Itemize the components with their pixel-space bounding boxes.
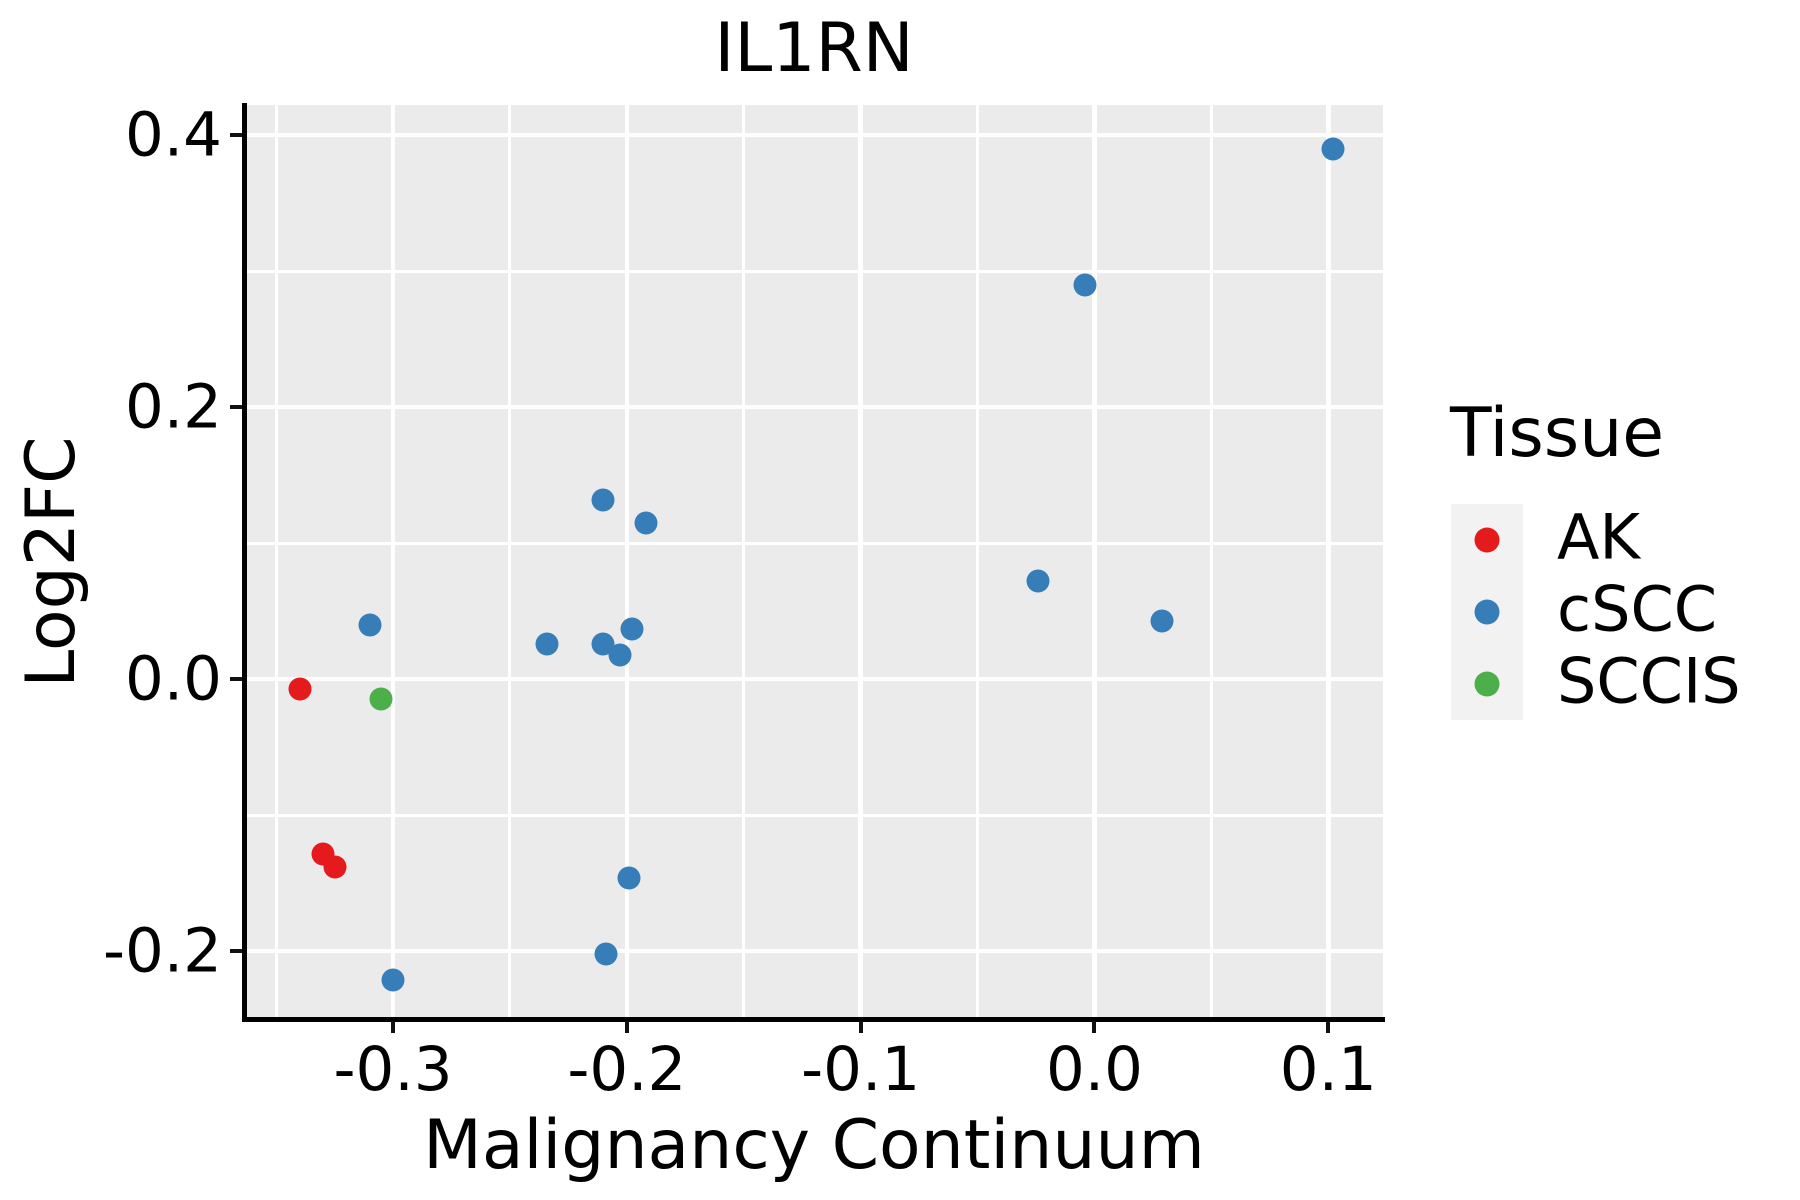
scatter-point-ak: [323, 855, 347, 879]
x-minor-gridline: [976, 105, 980, 1019]
legend-key-box: [1451, 648, 1523, 720]
x-minor-gridline: [508, 105, 512, 1019]
scatter-point-cscc: [620, 617, 644, 641]
ak-legend-dot-icon: [1474, 527, 1500, 553]
x-minor-gridline: [1209, 105, 1213, 1019]
x-tick-label: -0.3: [333, 1034, 453, 1105]
scatter-point-cscc: [535, 632, 559, 656]
scatter-point-sccis: [369, 687, 393, 711]
scatter-point-cscc: [1026, 569, 1050, 593]
y-tick-mark: [230, 677, 242, 682]
legend-label: cSCC: [1557, 572, 1718, 646]
y-tick-label: 0.2: [124, 371, 222, 443]
legend-key-box: [1451, 576, 1523, 648]
x-tick-label: 0.0: [1045, 1034, 1143, 1105]
x-tick-mark: [391, 1021, 396, 1033]
x-tick-label: -0.1: [801, 1034, 921, 1105]
scatter-point-cscc: [617, 866, 641, 890]
y-minor-gridline: [246, 813, 1383, 817]
x-major-gridline: [624, 105, 630, 1019]
scatter-point-cscc: [634, 511, 658, 535]
legend: Tissue AK cSCC SCCIS: [1450, 400, 1790, 720]
x-major-gridline: [1092, 105, 1097, 1019]
scatter-point-cscc: [1321, 137, 1345, 161]
legend-row-cscc: cSCC: [1450, 576, 1790, 648]
y-major-gridline: [246, 948, 1383, 954]
plot-panel: [246, 105, 1383, 1019]
legend-row-sccis: SCCIS: [1450, 648, 1790, 720]
scatter-point-cscc: [381, 968, 405, 992]
legend-key-box: [1451, 504, 1523, 576]
x-major-gridline: [390, 105, 396, 1019]
legend-label: SCCIS: [1557, 644, 1741, 718]
legend-row-ak: AK: [1450, 504, 1790, 576]
x-major-gridline: [858, 105, 863, 1019]
y-major-gridline: [246, 132, 1383, 138]
x-tick-mark: [1326, 1021, 1331, 1033]
cscc-legend-dot-icon: [1474, 599, 1500, 625]
scatter-point-ak: [288, 677, 312, 701]
scatter-point-cscc: [594, 942, 618, 966]
y-tick-mark: [230, 405, 242, 410]
x-tick-label: -0.2: [567, 1034, 687, 1105]
y-minor-gridline: [246, 269, 1383, 273]
x-axis-title: Malignancy Continuum: [423, 1106, 1205, 1185]
x-minor-gridline: [274, 105, 278, 1019]
y-major-gridline: [246, 676, 1383, 682]
x-minor-gridline: [742, 105, 746, 1019]
x-tick-mark: [1092, 1021, 1097, 1033]
y-tick-label: 0.0: [124, 643, 222, 715]
y-tick-label: 0.4: [124, 99, 222, 171]
y-tick-mark: [230, 133, 242, 138]
x-axis-line: [242, 1017, 1385, 1022]
sccis-legend-dot-icon: [1474, 671, 1500, 697]
y-major-gridline: [246, 404, 1383, 410]
x-major-gridline: [1326, 105, 1331, 1019]
scatter-point-cscc: [591, 488, 615, 511]
legend-rows: AK cSCC SCCIS: [1450, 504, 1790, 720]
x-tick-mark: [858, 1021, 863, 1033]
y-axis-line: [242, 103, 247, 1022]
scatter-point-cscc: [1073, 273, 1097, 297]
y-minor-gridline: [246, 541, 1383, 545]
scatter-point-cscc: [608, 643, 632, 667]
plot-title: IL1RN: [714, 9, 914, 88]
x-tick-mark: [624, 1021, 629, 1033]
scatter-point-cscc: [358, 613, 382, 637]
y-tick-label: -0.2: [102, 915, 222, 987]
x-tick-label: 0.1: [1279, 1034, 1377, 1105]
y-tick-mark: [230, 949, 242, 953]
legend-title: Tissue: [1450, 394, 1665, 473]
scatter-point-cscc: [1150, 609, 1174, 633]
legend-label: AK: [1557, 500, 1641, 574]
